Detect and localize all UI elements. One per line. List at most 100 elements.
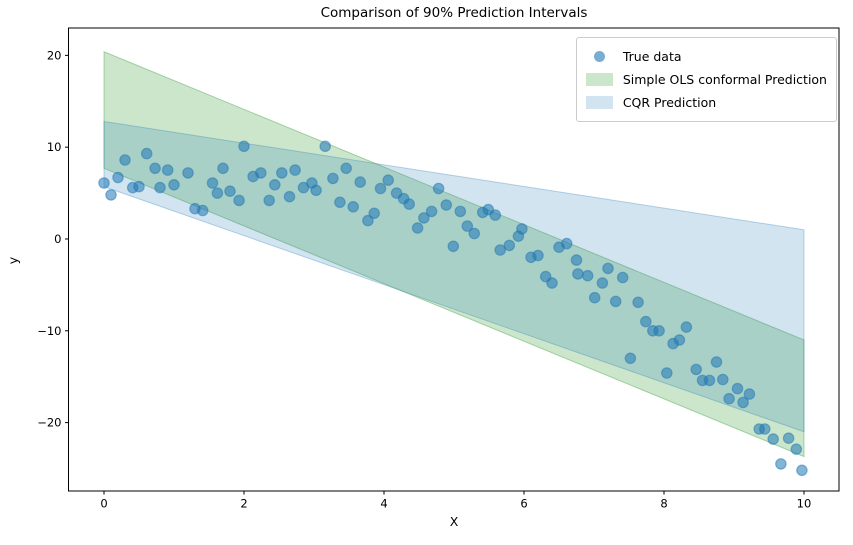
scatter-point xyxy=(334,196,346,209)
scatter-point xyxy=(447,240,460,253)
cqr-band xyxy=(103,120,805,433)
scatter-point xyxy=(425,205,438,218)
scatter-point xyxy=(581,269,594,282)
scatter-point xyxy=(454,205,467,218)
scatter-point xyxy=(196,204,209,217)
legend-item-true-data: True data xyxy=(586,45,827,68)
legend-item-cqr-band: CQR Prediction xyxy=(585,91,827,114)
legend-handle xyxy=(585,73,613,86)
scatter-point xyxy=(418,212,430,224)
scatter-point xyxy=(238,140,250,153)
scatter-point xyxy=(532,249,544,262)
y-tick-label: 0 xyxy=(54,232,61,246)
scatter-point xyxy=(382,174,394,186)
scatter-point xyxy=(461,220,474,232)
scatter-point xyxy=(432,182,445,195)
y-tick-label: −20 xyxy=(37,416,61,430)
scatter-point xyxy=(494,244,506,256)
scatter-point xyxy=(653,324,665,337)
x-tick-label: 6 xyxy=(520,497,527,511)
scatter-point xyxy=(206,177,219,189)
scatter-point xyxy=(374,182,387,195)
scatter-point xyxy=(775,458,787,470)
scatter-point xyxy=(168,179,180,191)
scatter-point xyxy=(716,373,729,386)
scatter-point xyxy=(140,147,153,160)
scatter-point xyxy=(673,334,686,346)
scatter-point xyxy=(98,177,110,189)
chart-title: Comparison of 90% Prediction Intervals xyxy=(320,5,588,21)
scatter-point xyxy=(632,296,644,309)
scatter-point xyxy=(560,237,573,250)
scatter-point xyxy=(516,223,528,235)
scatter-point xyxy=(602,262,614,275)
scatter-point xyxy=(340,162,352,175)
scatter-point xyxy=(731,382,744,395)
scatter-points xyxy=(98,140,808,477)
scatter-point xyxy=(616,271,629,284)
scatter-point xyxy=(660,367,673,379)
y-tick-label: 10 xyxy=(47,140,62,154)
scatter-point xyxy=(609,295,622,308)
scatter-point xyxy=(489,209,502,221)
scatter-point xyxy=(546,277,558,289)
scatter-point xyxy=(233,194,245,207)
scatter-point xyxy=(403,198,415,210)
legend-handle xyxy=(585,96,613,109)
scatter-point xyxy=(570,254,583,266)
scatter-point xyxy=(217,162,229,175)
scatter-point xyxy=(268,179,281,191)
legend-label-ols-band: Simple OLS conformal Prediction xyxy=(622,72,827,87)
scatter-point xyxy=(224,185,236,197)
scatter-point xyxy=(723,392,735,405)
scatter-point xyxy=(758,423,771,435)
y-tick-label: −10 xyxy=(37,324,61,338)
scatter-point xyxy=(703,374,716,387)
scatter-point xyxy=(782,432,795,444)
x-tick-label: 8 xyxy=(660,497,667,511)
scatter-point xyxy=(588,291,601,304)
scatter-point xyxy=(263,194,275,207)
scatter-point xyxy=(790,443,803,455)
y-tick-label: 20 xyxy=(47,48,62,62)
legend-handle xyxy=(586,51,613,62)
scatter-point xyxy=(796,464,808,477)
scatter-point xyxy=(119,154,131,166)
legend-item-ols-band: Simple OLS conformal Prediction xyxy=(585,68,827,91)
scatter-point xyxy=(154,181,166,194)
scatter-point xyxy=(354,176,366,188)
x-tick-label: 0 xyxy=(100,497,107,511)
scatter-point xyxy=(368,207,380,220)
plot-border xyxy=(68,27,840,492)
scatter-point xyxy=(503,239,516,252)
x-tick-label: 2 xyxy=(240,497,247,511)
scatter-point xyxy=(624,352,637,365)
scatter-point xyxy=(275,167,288,179)
scatter-point xyxy=(319,140,331,153)
scatter-point xyxy=(133,180,145,193)
legend-label-true-data: True data xyxy=(622,49,682,64)
true-data-marker-icon xyxy=(593,51,605,62)
scatter-point xyxy=(767,433,779,445)
scatter-point xyxy=(289,164,301,176)
ols-band-swatch-icon xyxy=(585,73,613,86)
legend: True data Simple OLS conformal Predictio… xyxy=(575,37,837,122)
scatter-point xyxy=(161,164,174,176)
scatter-point xyxy=(327,172,339,185)
scatter-point xyxy=(572,268,584,280)
scatter-point xyxy=(362,214,374,227)
scatter-point xyxy=(710,356,723,368)
x-axis-label: X xyxy=(449,514,459,529)
scatter-point xyxy=(680,321,693,333)
scatter-point xyxy=(440,199,453,211)
scatter-point xyxy=(283,190,296,203)
scatter-point xyxy=(690,363,702,376)
scatter-point xyxy=(182,167,194,179)
scatter-point xyxy=(105,189,117,201)
cqr-band-swatch-icon xyxy=(585,96,613,109)
scatter-point xyxy=(596,277,609,289)
scatter-point xyxy=(211,187,224,199)
x-tick-label: 4 xyxy=(380,497,387,511)
